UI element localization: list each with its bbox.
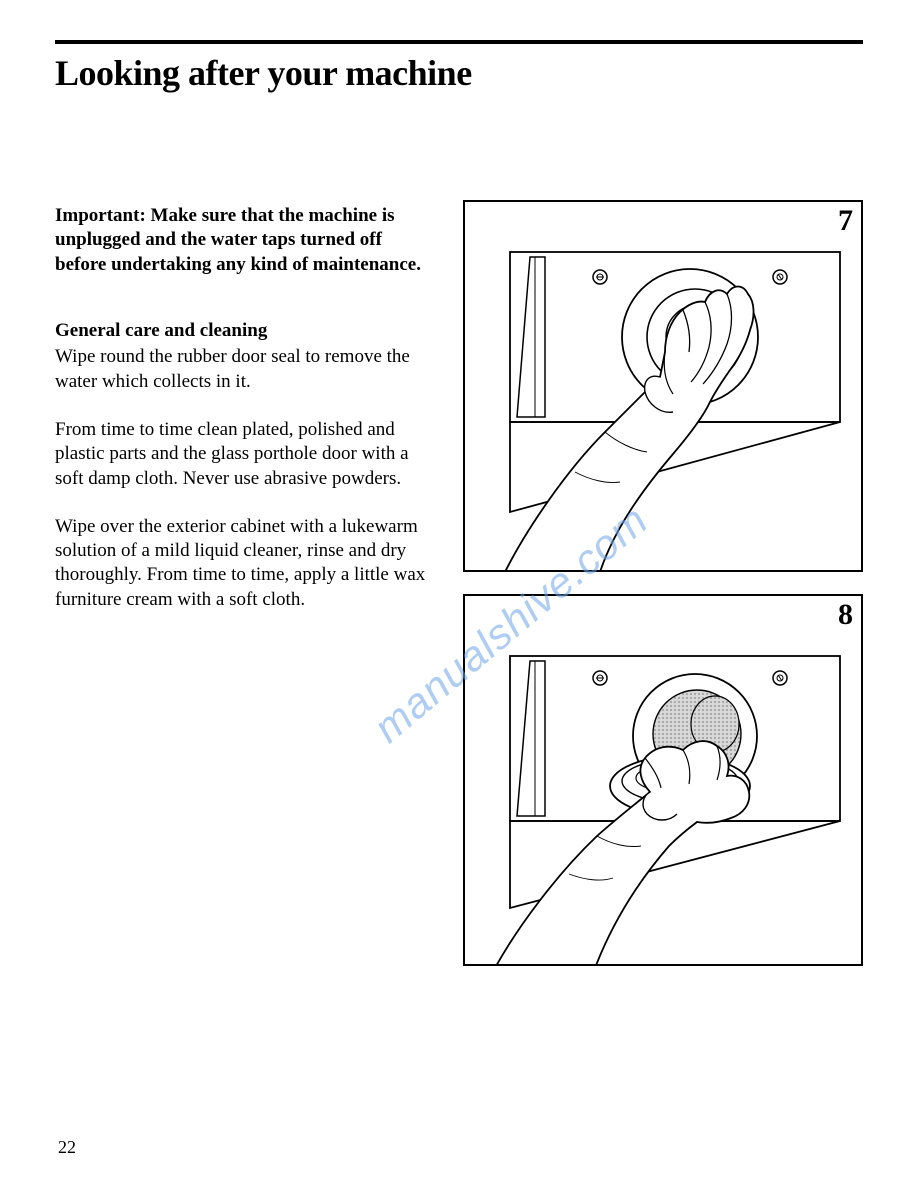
figure-8-number: 8 (838, 598, 853, 632)
figure-8-illustration (465, 596, 863, 966)
figure-column: 7 (463, 200, 863, 966)
paragraph-door-seal: Wipe round the rubber door seal to remov… (55, 345, 433, 394)
figure-7-illustration (465, 202, 863, 572)
subheading-general-care: General care and cleaning (55, 319, 433, 343)
figure-8: 8 (463, 594, 863, 966)
figure-7: 7 (463, 200, 863, 572)
paragraph-exterior-cabinet: Wipe over the exterior cabinet with a lu… (55, 515, 433, 612)
important-notice: Important: Make sure that the machine is… (55, 204, 433, 277)
top-horizontal-rule (55, 40, 863, 44)
content-row: Important: Make sure that the machine is… (55, 204, 863, 966)
paragraph-cleaning-parts: From time to time clean plated, polished… (55, 418, 433, 491)
page-number: 22 (58, 1137, 76, 1158)
figure-7-number: 7 (838, 204, 853, 238)
page-title: Looking after your machine (55, 52, 863, 94)
text-column: Important: Make sure that the machine is… (55, 204, 433, 636)
